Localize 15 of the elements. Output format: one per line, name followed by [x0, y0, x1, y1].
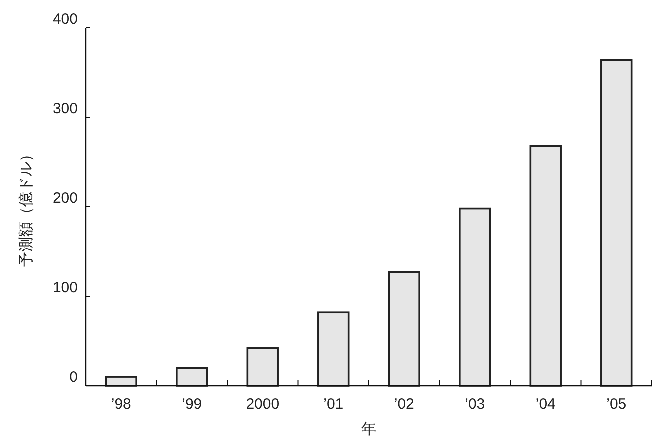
- x-tick-label: ’05: [606, 396, 627, 413]
- y-tick-label: 400: [52, 11, 78, 28]
- x-tick-label: ’01: [324, 396, 344, 413]
- y-tick-label: 100: [52, 280, 78, 296]
- y-tick-label: 200: [52, 190, 78, 207]
- y-tick-label: 300: [52, 100, 78, 118]
- x-tick-label: 2000: [246, 396, 280, 413]
- y-tick-label: 0: [70, 369, 78, 386]
- y-axis-title: 予測額（億ドル）: [18, 147, 35, 267]
- x-tick-label: ’04: [536, 396, 556, 413]
- x-axis-title: 年: [362, 421, 376, 438]
- x-tick-label: ’02: [394, 396, 414, 413]
- x-tick-label: ’98: [111, 396, 132, 413]
- x-tick-label: ’03: [465, 396, 486, 413]
- x-tick-label: ’99: [182, 396, 202, 413]
